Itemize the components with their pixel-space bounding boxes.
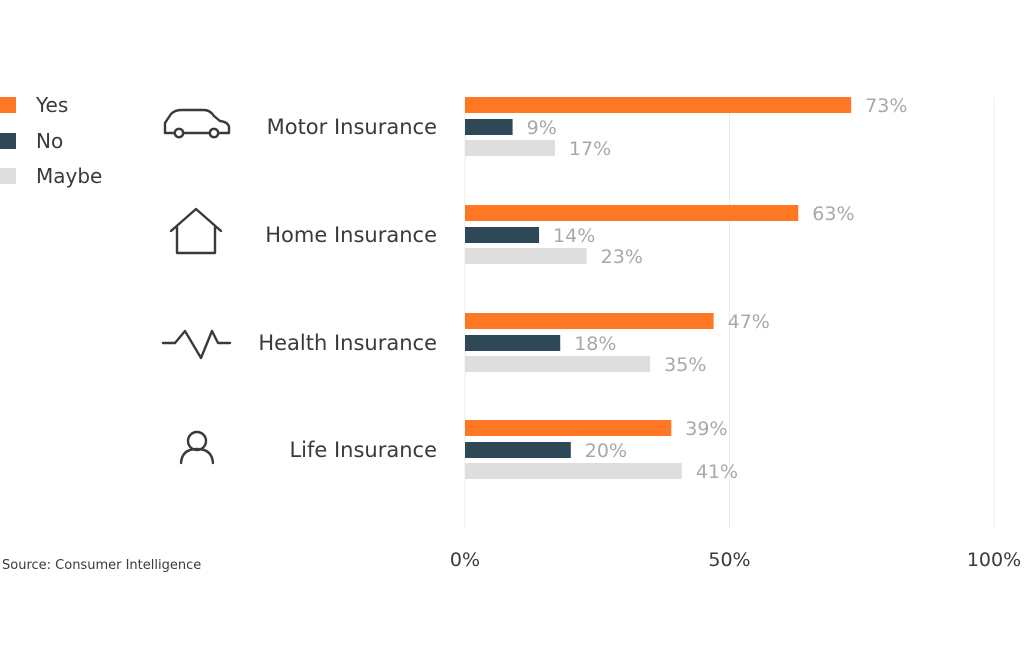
value-labels: 73% 9% 17% 63% 14% 23% 47% 18% 35% 39% 20% 41%: [527, 95, 908, 483]
category-label: Home Insurance: [265, 223, 437, 247]
category-labels: Motor Insurance Home Insurance Health Insu…: [258, 115, 437, 462]
person-icon: [179, 430, 215, 465]
bar-yes: [465, 97, 852, 113]
legend-swatch-maybe: [0, 168, 16, 184]
bar-yes: [465, 205, 799, 221]
category-label: Health Insurance: [258, 331, 437, 355]
bar-maybe: [465, 463, 682, 479]
value-label: 20%: [585, 440, 627, 462]
legend-swatch-yes: [0, 97, 16, 113]
category-label: Life Insurance: [289, 438, 437, 462]
category-icons: [161, 108, 232, 465]
x-tick-label: 50%: [708, 549, 750, 571]
bar-no: [465, 227, 540, 243]
value-label: 47%: [728, 311, 770, 333]
value-label: 39%: [685, 418, 727, 440]
bar-maybe: [465, 248, 587, 264]
value-label: 35%: [664, 354, 706, 376]
value-label: 41%: [696, 461, 738, 483]
category-label: Motor Insurance: [267, 115, 437, 139]
value-label: 63%: [812, 203, 854, 225]
bars: [465, 97, 852, 479]
bar-yes: [465, 420, 672, 436]
legend-label-maybe: Maybe: [36, 164, 102, 188]
x-axis-ticks: 0% 50% 100%: [450, 549, 1021, 571]
bar-maybe: [465, 140, 555, 156]
bar-maybe: [465, 356, 651, 372]
value-label: 14%: [553, 225, 595, 247]
legend-label-no: No: [36, 129, 63, 153]
house-icon: [169, 207, 223, 255]
bar-no: [465, 119, 513, 135]
x-tick-label: 0%: [450, 549, 480, 571]
value-label: 9%: [527, 117, 557, 139]
legend-swatch-no: [0, 133, 16, 149]
bar-yes: [465, 313, 714, 329]
x-tick-label: 100%: [967, 549, 1021, 571]
car-icon: [163, 108, 231, 139]
heartbeat-icon: [161, 329, 232, 360]
bar-no: [465, 442, 571, 458]
value-label: 23%: [601, 246, 643, 268]
value-label: 73%: [865, 95, 907, 117]
value-label: 17%: [569, 138, 611, 160]
bar-no: [465, 335, 561, 351]
legend: Yes No Maybe: [0, 93, 102, 188]
legend-label-yes: Yes: [35, 93, 68, 117]
value-label: 18%: [574, 333, 616, 355]
source-note: Source: Consumer Intelligence: [2, 558, 201, 573]
